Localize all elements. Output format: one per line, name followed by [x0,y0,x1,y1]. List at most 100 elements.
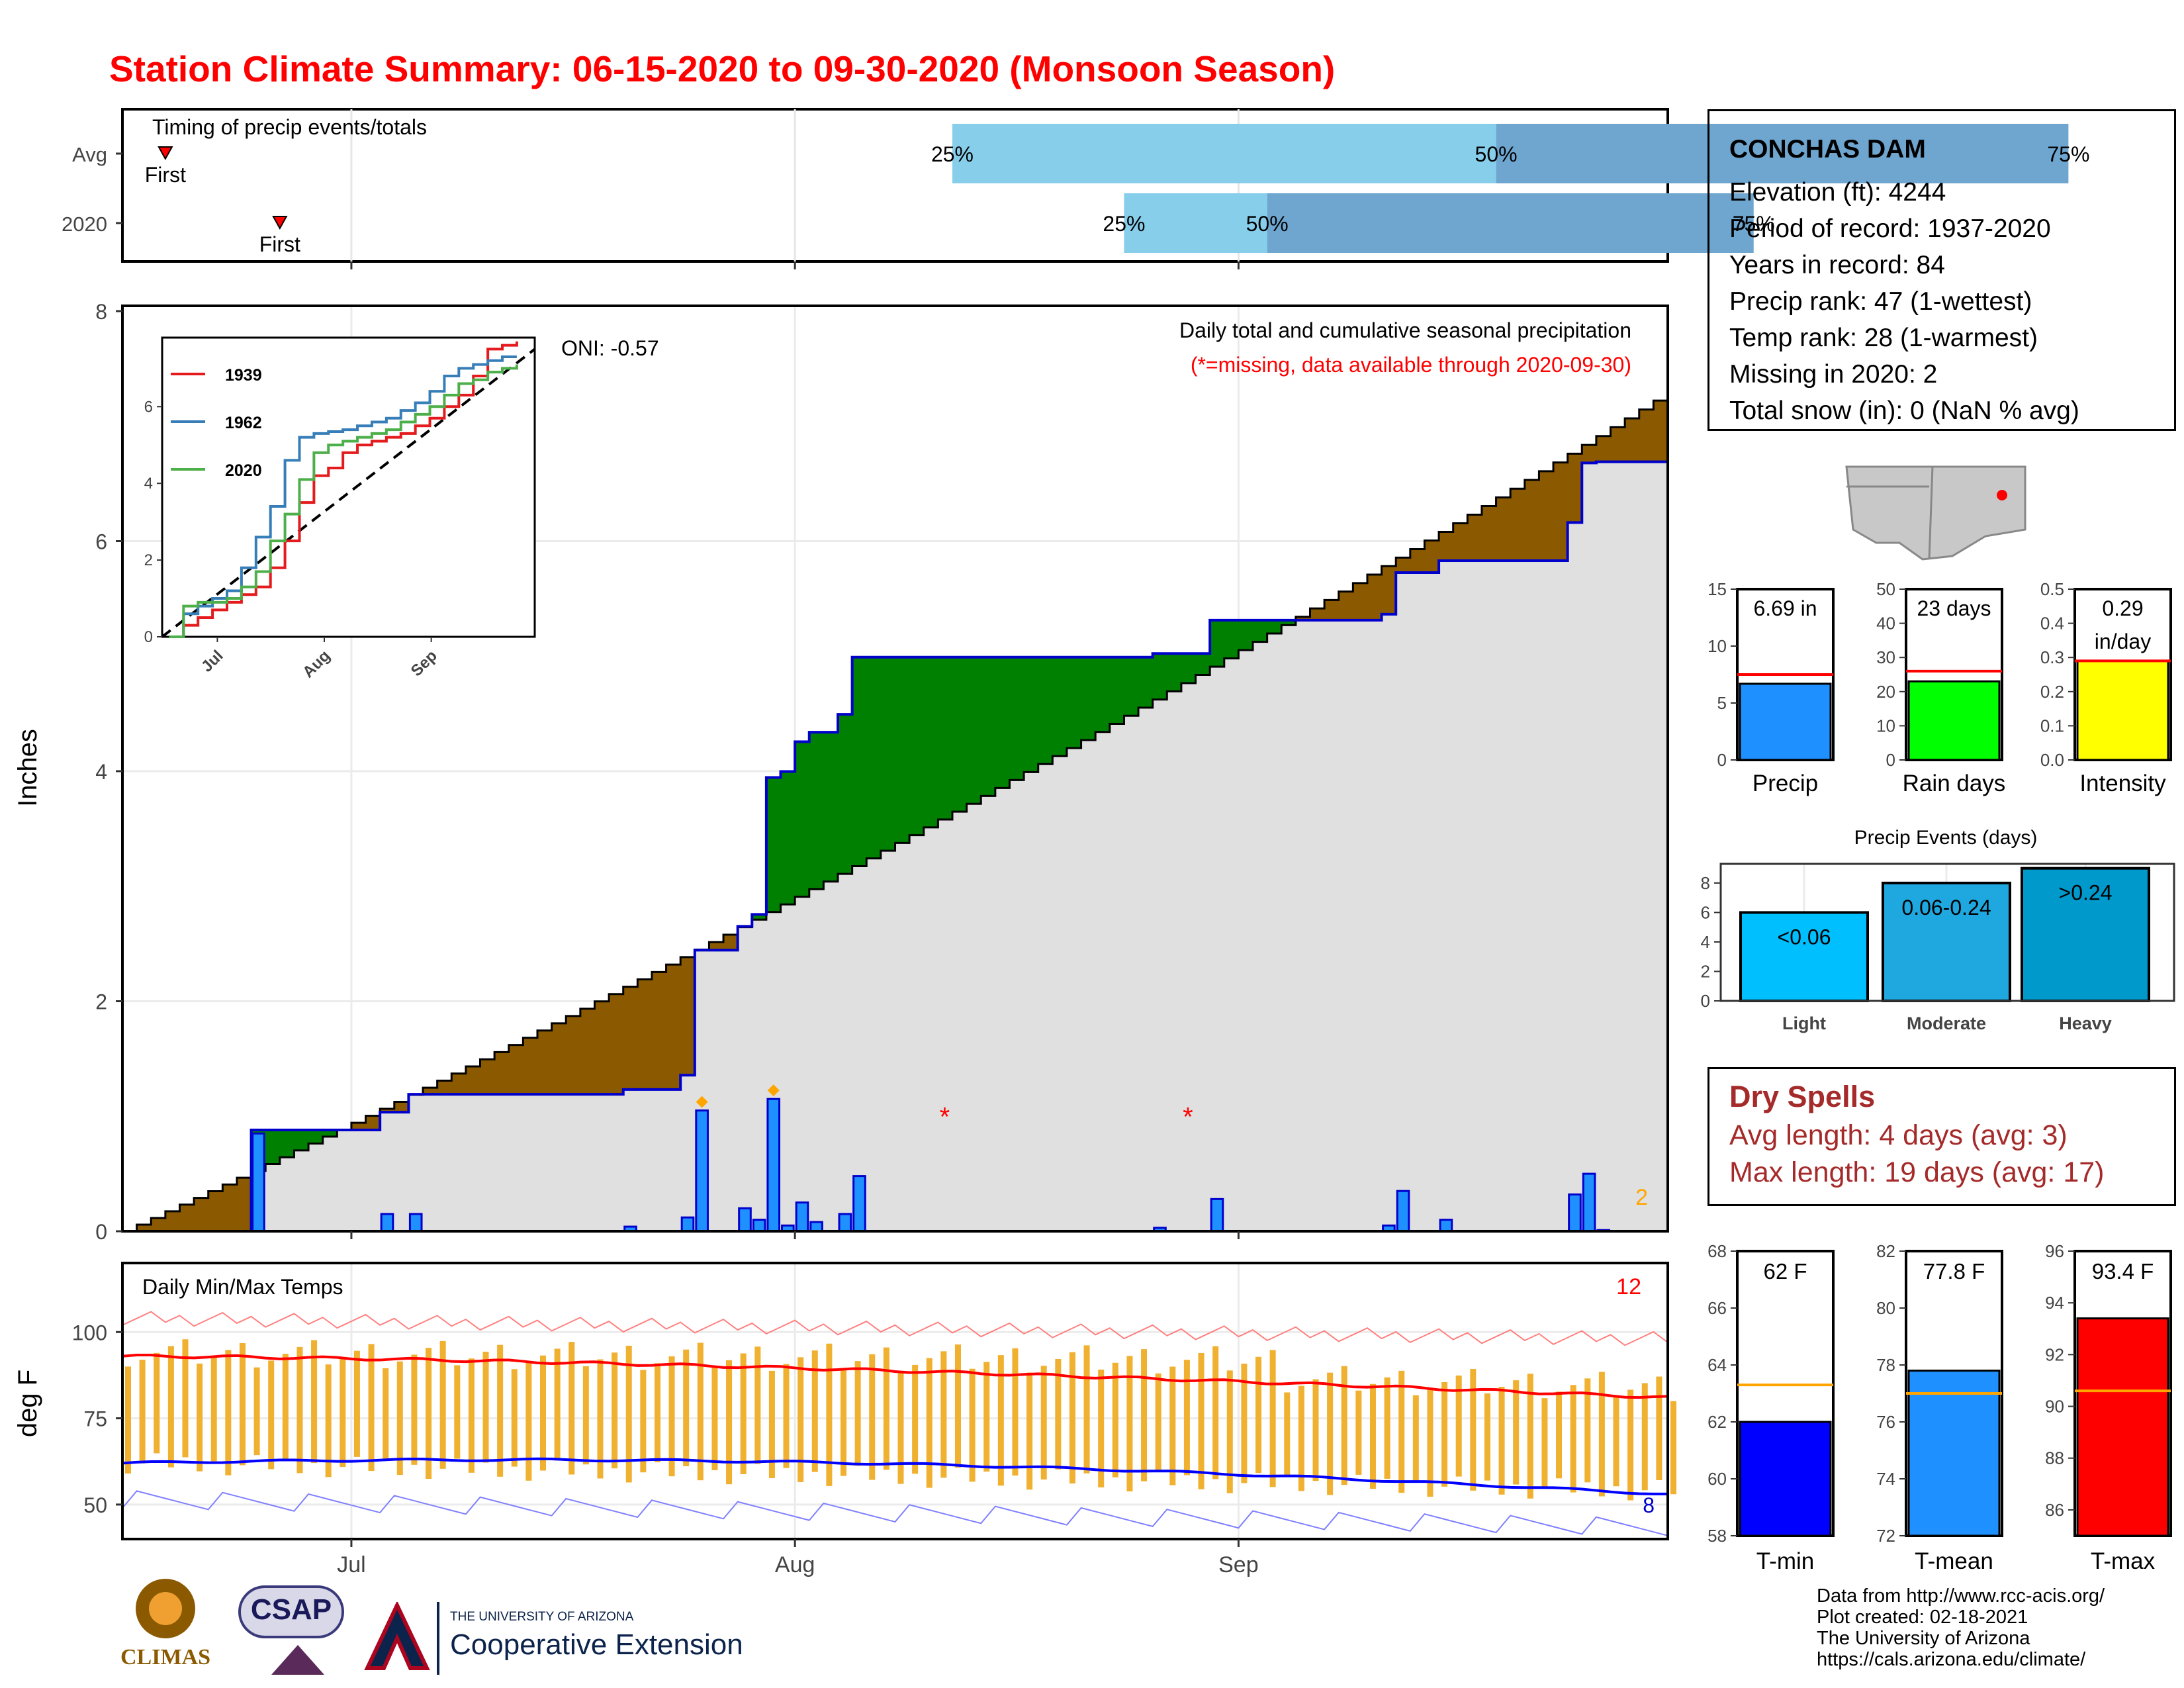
temp-bar-ytick-label: 90 [2045,1397,2064,1417]
precip-fill-segment [1024,772,1039,1231]
precip-fill-segment [265,1164,281,1231]
precip-departure-segment [537,1030,553,1095]
daily-temp-bar [1556,1391,1563,1479]
temp-bar-value-label: 93.4 F [2092,1259,2154,1284]
daily-temp-bar [1012,1348,1019,1476]
precip-fill-segment [351,1130,367,1231]
daily-temp-bar [1341,1366,1347,1485]
daily-temp-bar [268,1360,275,1470]
mini-bar-ytick-label: 10 [1876,716,1895,735]
daily-temp-bar [1183,1360,1190,1476]
events-ytick-label: 8 [1701,873,1710,893]
precip-departure-segment [609,994,624,1095]
daily-temp-bar [282,1354,289,1460]
precip-departure-segment [279,1130,295,1158]
precip-fill-segment [637,1089,653,1231]
timing-q1-bar [1124,193,1267,253]
temp-bar-ytick-label: 80 [1876,1298,1895,1318]
temp-bar-ytick-label: 58 [1707,1526,1727,1546]
precip-departure-segment [1181,653,1197,683]
logo-divider [437,1602,439,1675]
precip-fill-segment [1524,560,1539,1231]
precip-fill-segment [279,1157,295,1231]
precip-fill-segment [1109,724,1124,1231]
daily-precip-bar [408,1213,423,1233]
precip-fill-segment [809,889,824,1231]
temp-bar-ytick-label: 66 [1707,1298,1727,1318]
precip-fill-segment [508,1094,523,1231]
oni-label: ONI: -0.57 [561,336,659,360]
mini-bar-label: Rain days [1903,771,2006,796]
daily-temp-bar [468,1358,475,1473]
precip-fill-segment [1610,461,1625,1231]
precip-fill-segment [1439,560,1454,1231]
precip-departure-segment [437,1080,452,1095]
events-category-label: Heavy [2059,1013,2112,1033]
daily-precip-bar [752,1219,766,1233]
mini-bar-value [1739,682,1832,761]
precip-fill-segment [752,919,767,1231]
precip-departure-segment [380,1109,395,1113]
precip-fill-segment [1295,620,1310,1231]
daily-temp-bar [353,1350,360,1457]
daily-temp-bar [1241,1364,1248,1483]
chart-title: Station Climate Summary: 06-15-2020 to 0… [109,48,1336,89]
precip-departure-segment [208,1191,223,1231]
daily-temp-bar [154,1352,160,1454]
temp-ytick-label: 75 [83,1407,107,1431]
station-precip-rank: Precip rank: 47 (1-wettest) [1729,287,2032,316]
precip-fill-segment [866,858,882,1231]
precip-departure-segment [1267,620,1282,634]
precip-fill-segment [666,1089,681,1231]
daily-temp-bar [1284,1392,1291,1477]
daily-precip-bar [380,1213,394,1233]
precip-fill-segment [1353,620,1368,1231]
temp-bar-panels: 58 60 62 64 66 68 62 F T-min 72 74 76 78 80 82 77.8 F T… [1707,1241,2172,1574]
precip-departure-segment [981,657,996,796]
precip-departure-segment [895,657,910,843]
events-bar [1739,911,1869,1003]
events-title: Precip Events (days) [1854,827,2038,849]
temp-bar-ytick-label: 72 [1876,1526,1895,1546]
daily-temp-bar [1255,1356,1262,1474]
daily-temp-bar [1584,1378,1591,1483]
precip-departure-segment [1009,657,1024,780]
daily-temp-bar [1398,1370,1405,1493]
precip-fill-segment [437,1094,452,1231]
precip-departure-segment [1109,657,1124,724]
daily-temp-bar [383,1368,389,1461]
precip-departure-segment [265,1130,281,1164]
inset-avg-line [161,348,536,638]
mini-bar-ytick-label: 0 [1717,750,1727,770]
daily-temp-bar [1269,1350,1276,1487]
mini-bar-panels: 0 5 10 15 6.69 in Precip 0 10 20 30 40 50 23 days Rai… [1707,579,2172,796]
precip-departure-segment [1467,514,1482,561]
temp-bar-value-label: 77.8 F [1923,1259,1985,1284]
min-record-count: 8 [1643,1493,1655,1517]
precip-departure-segment [1066,657,1082,749]
max-avg-line [122,1353,1668,1399]
precip-departure-segment [909,657,925,835]
precip-departure-segment [1024,657,1039,773]
events-ytick-label: 2 [1701,961,1710,981]
station-snow: Total snow (in): 0 (NaN % avg) [1729,397,2079,425]
mini-bar-ytick-label: 0.4 [2040,614,2064,633]
precip-fill-segment [938,819,953,1231]
precip-fill-segment [1052,756,1068,1231]
precip-fill-segment [537,1094,553,1231]
daily-temp-bar [1427,1388,1433,1497]
mini-bar-label: Intensity [2079,771,2166,796]
daily-temp-bar [1312,1379,1319,1481]
daily-temp-bar [726,1360,733,1485]
dry-spells-box: Dry Spells Avg length: 4 days (avg: 3) M… [1707,1067,2176,1206]
mini-bar-ytick-label: 40 [1876,614,1895,633]
precip-fill-segment [1152,699,1167,1231]
daily-precip-bar [251,1132,265,1233]
daily-temp-bar [340,1357,346,1468]
precip-fill-segment [623,1089,638,1231]
precip-ytick-label: 8 [95,300,107,324]
precip-departure-segment [1481,506,1497,561]
temp-bar-label: T-max [2091,1548,2156,1574]
precip-fill-segment [1553,560,1569,1231]
temp-bar-ytick-label: 78 [1876,1355,1895,1375]
